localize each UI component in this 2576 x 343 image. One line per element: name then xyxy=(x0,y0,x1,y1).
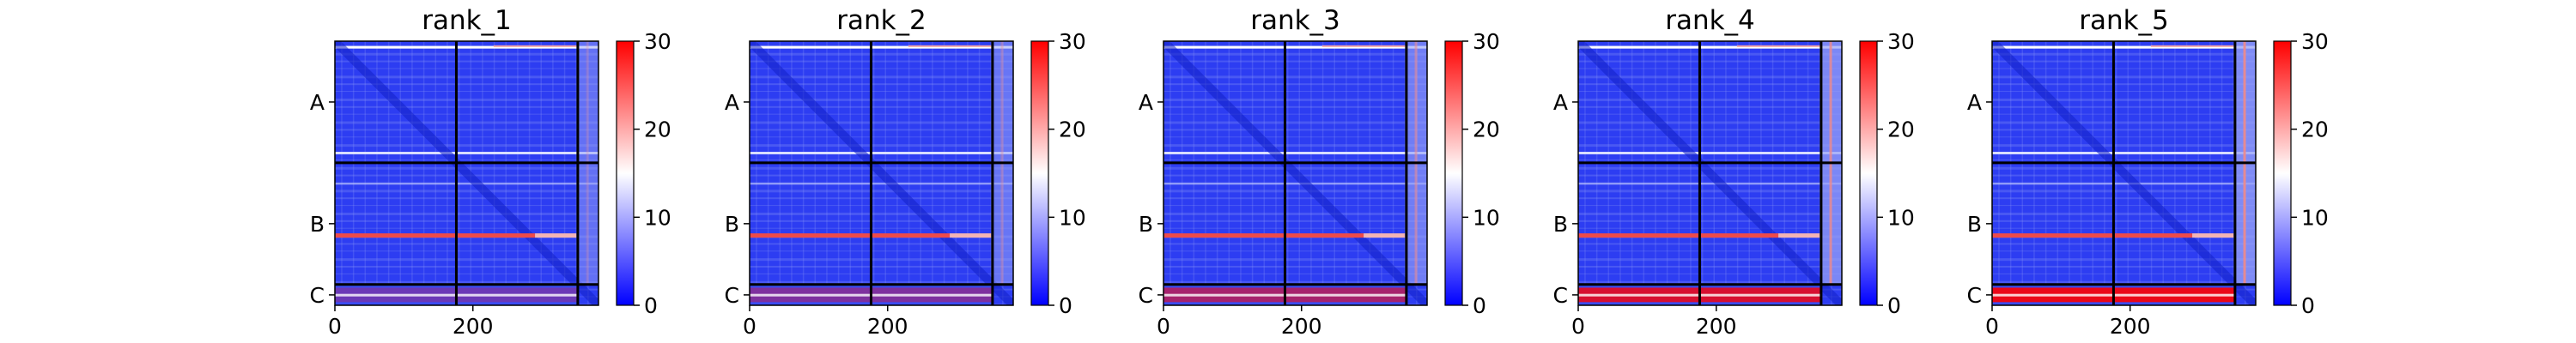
y-tick-label-a: A xyxy=(1553,90,1568,115)
colorbar-tick-0: 0 xyxy=(1059,293,1072,318)
colorbar xyxy=(1444,40,1463,306)
colorbar-tick-10: 10 xyxy=(1059,205,1086,230)
colorbar-tick-20: 20 xyxy=(644,117,671,142)
y-tick-label-c: C xyxy=(725,283,739,308)
colorbar-tick-20: 20 xyxy=(1473,117,1500,142)
x-tick-label-200: 200 xyxy=(1281,314,1322,339)
y-tick-label-c: C xyxy=(1139,283,1153,308)
colorbar-tick-20: 20 xyxy=(2301,117,2329,142)
colorbar-tick-10: 10 xyxy=(1473,205,1500,230)
colorbar-tick-30: 30 xyxy=(1059,29,1086,54)
plot-frame xyxy=(1577,40,1843,306)
x-tick-label-200: 200 xyxy=(1696,314,1737,339)
x-tick-label-200: 200 xyxy=(2110,314,2151,339)
colorbar xyxy=(1030,40,1049,306)
x-tick-label-0: 0 xyxy=(1571,314,1585,339)
diagonal-band xyxy=(1992,41,2256,305)
y-tick-label-c: C xyxy=(1553,283,1568,308)
colorbar-tick-30: 30 xyxy=(644,29,671,54)
x-tick-label-200: 200 xyxy=(453,314,494,339)
colorbar-tick-30: 30 xyxy=(1473,29,1500,54)
y-tick-label-a: A xyxy=(1139,90,1153,115)
colorbar-tick-10: 10 xyxy=(644,205,671,230)
panel-title: rank_3 xyxy=(1250,5,1340,36)
diagonal-band xyxy=(750,41,1013,305)
panel-title: rank_2 xyxy=(836,5,927,36)
y-tick-label-b: B xyxy=(310,212,325,237)
panel-title: rank_5 xyxy=(2079,5,2169,36)
y-tick-label-a: A xyxy=(310,90,325,115)
colorbar-tick-10: 10 xyxy=(1887,205,1915,230)
diagonal-band xyxy=(1163,41,1427,305)
y-tick-label-a: A xyxy=(1967,90,1982,115)
y-tick-label-b: B xyxy=(725,212,739,237)
plot-frame xyxy=(1163,40,1428,306)
x-tick-label-200: 200 xyxy=(867,314,908,339)
diagonal-band xyxy=(1578,41,1842,305)
colorbar xyxy=(2273,40,2292,306)
colorbar xyxy=(616,40,635,306)
y-tick-label-b: B xyxy=(1139,212,1153,237)
panel-title: rank_1 xyxy=(422,5,512,36)
y-tick-label-c: C xyxy=(310,283,325,308)
colorbar-tick-0: 0 xyxy=(2301,293,2315,318)
colorbar xyxy=(1859,40,1878,306)
y-tick-label-c: C xyxy=(1967,283,1982,308)
colorbar-tick-10: 10 xyxy=(2301,205,2329,230)
x-tick-label-0: 0 xyxy=(328,314,342,339)
colorbar-tick-20: 20 xyxy=(1887,117,1915,142)
y-tick-label-b: B xyxy=(1553,212,1568,237)
y-tick-label-a: A xyxy=(725,90,739,115)
x-tick-label-0: 0 xyxy=(1985,314,1999,339)
panel-title: rank_4 xyxy=(1665,5,1755,36)
colorbar-tick-20: 20 xyxy=(1059,117,1086,142)
x-tick-label-0: 0 xyxy=(1157,314,1170,339)
diagonal-band xyxy=(335,41,598,305)
colorbar-tick-0: 0 xyxy=(1473,293,1486,318)
colorbar-tick-0: 0 xyxy=(644,293,658,318)
plot-frame xyxy=(749,40,1014,306)
colorbar-tick-30: 30 xyxy=(1887,29,1915,54)
y-tick-label-b: B xyxy=(1967,212,1982,237)
x-tick-label-0: 0 xyxy=(743,314,756,339)
colorbar-tick-30: 30 xyxy=(2301,29,2329,54)
plot-frame xyxy=(1991,40,2257,306)
colorbar-tick-0: 0 xyxy=(1887,293,1901,318)
plot-frame xyxy=(334,40,599,306)
